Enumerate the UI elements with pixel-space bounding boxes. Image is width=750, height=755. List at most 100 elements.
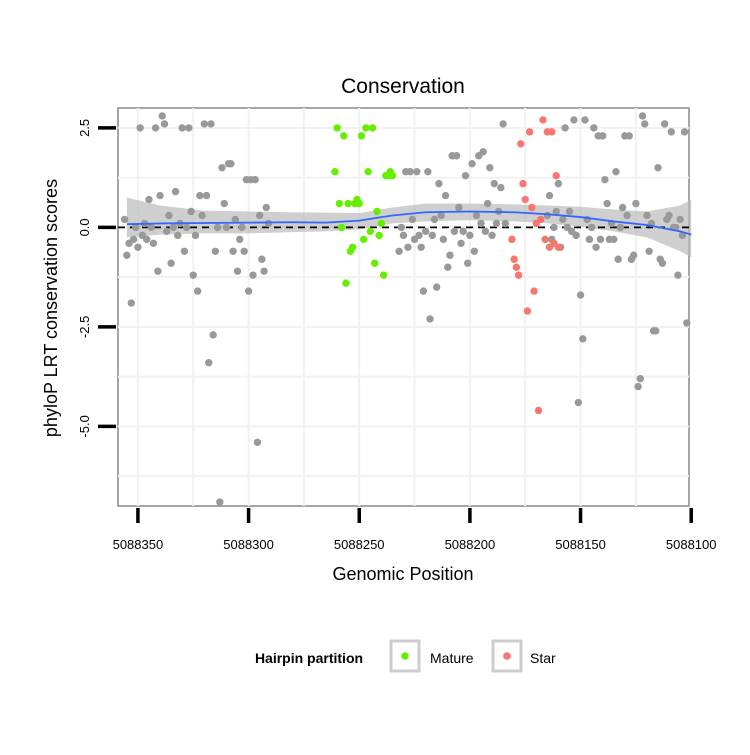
data-point-other bbox=[178, 124, 186, 132]
data-point-other bbox=[623, 211, 631, 220]
data-point-star bbox=[512, 263, 521, 271]
data-point-other bbox=[654, 164, 662, 172]
data-point-other bbox=[461, 171, 470, 180]
data-point-other bbox=[231, 215, 239, 224]
data-point-other bbox=[625, 132, 633, 140]
data-point-other bbox=[193, 287, 202, 295]
data-point-other bbox=[641, 120, 649, 128]
data-point-other bbox=[262, 203, 270, 212]
data-point-star bbox=[514, 271, 523, 279]
legend-swatch-star bbox=[503, 652, 511, 660]
data-point-other bbox=[169, 223, 178, 232]
confidence-band bbox=[126, 197, 692, 258]
data-point-other bbox=[452, 152, 461, 160]
data-point-other bbox=[652, 327, 660, 335]
smooth-fit-line bbox=[126, 210, 692, 236]
data-point-star bbox=[517, 140, 525, 148]
data-point-other bbox=[463, 259, 472, 267]
data-point-other bbox=[470, 247, 479, 255]
data-point-other bbox=[645, 247, 653, 255]
data-point-mature bbox=[379, 271, 388, 279]
data-point-other bbox=[545, 191, 554, 200]
data-point-other bbox=[486, 164, 494, 172]
data-point-mature bbox=[344, 199, 352, 208]
data-point-other bbox=[174, 231, 182, 240]
data-point-other bbox=[570, 116, 578, 124]
data-point-other bbox=[227, 160, 235, 168]
data-point-mature bbox=[388, 171, 397, 180]
legend-label-mature: Mature bbox=[430, 650, 474, 666]
data-point-other bbox=[134, 243, 142, 251]
data-point-mature bbox=[340, 132, 348, 140]
data-point-other bbox=[435, 179, 443, 188]
data-point-other bbox=[233, 267, 242, 275]
data-point-other bbox=[612, 167, 620, 176]
data-point-star bbox=[519, 179, 527, 188]
data-point-other bbox=[672, 223, 680, 232]
data-point-other bbox=[576, 291, 585, 299]
data-point-mature bbox=[333, 124, 341, 132]
data-point-other bbox=[127, 299, 135, 307]
data-point-star bbox=[528, 203, 536, 212]
legend-key-star bbox=[491, 639, 523, 673]
data-point-star bbox=[521, 195, 529, 204]
data-point-other bbox=[481, 227, 490, 236]
data-point-mature bbox=[359, 235, 368, 244]
data-point-other bbox=[565, 207, 574, 216]
data-point-other bbox=[191, 231, 200, 240]
data-point-other bbox=[587, 223, 596, 232]
data-point-other bbox=[211, 247, 220, 255]
data-point-other bbox=[483, 199, 492, 208]
y-tick-label: 2.5 bbox=[77, 119, 92, 137]
data-point-other bbox=[634, 382, 642, 391]
data-point-mature bbox=[357, 132, 366, 140]
data-point-other bbox=[601, 175, 609, 184]
data-point-other bbox=[543, 211, 552, 220]
data-point-other bbox=[151, 124, 160, 132]
data-point-other bbox=[636, 374, 645, 383]
data-point-mature bbox=[355, 199, 363, 208]
data-point-other bbox=[603, 199, 611, 208]
y-tick-label: -2.5 bbox=[77, 316, 92, 338]
data-point-mature bbox=[364, 167, 372, 176]
data-point-mature bbox=[337, 223, 346, 232]
data-point-other bbox=[643, 211, 651, 220]
data-point-other bbox=[187, 207, 195, 216]
data-point-other bbox=[136, 124, 144, 132]
data-point-other bbox=[439, 235, 448, 244]
data-point-mature bbox=[377, 219, 386, 228]
data-point-other bbox=[581, 116, 589, 124]
data-point-other bbox=[399, 231, 408, 240]
data-point-other bbox=[417, 243, 425, 251]
data-point-mature bbox=[348, 243, 357, 251]
data-point-other bbox=[479, 148, 487, 156]
data-point-other bbox=[244, 287, 253, 295]
data-point-other bbox=[160, 120, 169, 128]
data-point-other bbox=[397, 223, 405, 232]
confidence-band-area bbox=[126, 197, 692, 258]
y-tick-label: 0.0 bbox=[77, 218, 92, 236]
data-point-mature bbox=[362, 124, 370, 132]
data-point-other bbox=[220, 199, 228, 208]
x-tick-label: 5088150 bbox=[555, 537, 606, 552]
data-point-other bbox=[180, 247, 189, 255]
data-point-other bbox=[147, 223, 155, 232]
y-axis: 2.5 0.0 -2.5 -5.0 bbox=[77, 119, 116, 438]
data-point-other bbox=[610, 235, 618, 244]
series-star bbox=[508, 116, 563, 415]
data-point-other bbox=[213, 223, 222, 232]
data-point-other bbox=[428, 231, 436, 240]
data-point-mature bbox=[331, 167, 339, 176]
data-point-star bbox=[554, 243, 563, 251]
data-point-other bbox=[200, 120, 209, 128]
data-point-other bbox=[488, 231, 496, 240]
data-point-other bbox=[145, 195, 153, 204]
data-point-other bbox=[171, 187, 180, 196]
data-point-other bbox=[674, 271, 682, 279]
chart-title: Conservation bbox=[341, 75, 465, 98]
data-point-other bbox=[424, 167, 432, 176]
data-point-other bbox=[236, 235, 244, 244]
legend-title: Hairpin partition bbox=[255, 650, 363, 666]
data-point-other bbox=[185, 124, 193, 132]
data-point-star bbox=[525, 128, 534, 136]
